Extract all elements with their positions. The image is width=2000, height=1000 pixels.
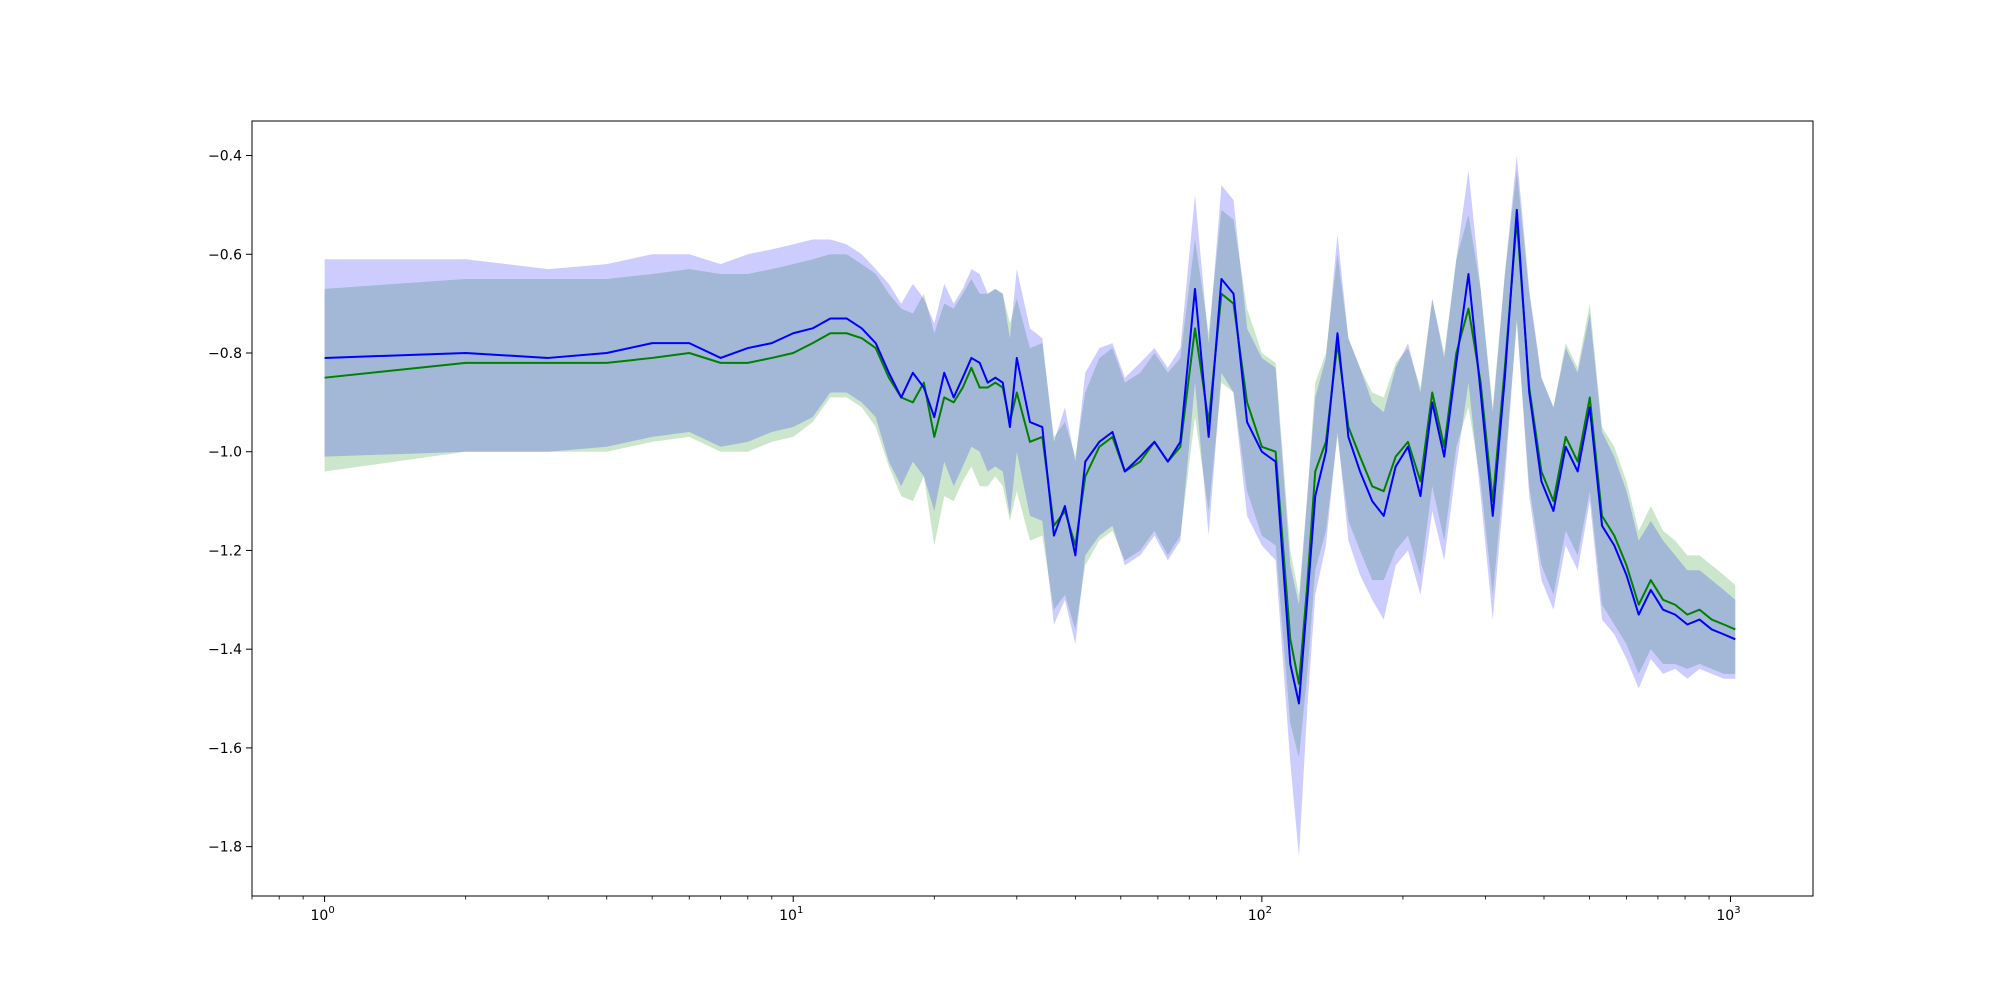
y-axis: −0.4 −0.6 −0.8 −1.0 −1.2 −1.4 −1.6 −1.8 bbox=[208, 149, 252, 856]
x-axis: 100 101 102 103 bbox=[251, 896, 1741, 924]
y-tick-label-7: −1.8 bbox=[208, 840, 242, 856]
series-1-line bbox=[324, 218, 1736, 685]
x-tick-label-2: 102 bbox=[1248, 905, 1272, 924]
y-tick-label-4: −1.2 bbox=[208, 543, 242, 559]
y-tick-label-6: −1.6 bbox=[208, 741, 242, 757]
y-tick-label-0: −0.4 bbox=[208, 149, 242, 165]
series-lines bbox=[324, 208, 1736, 705]
y-tick-label-2: −0.8 bbox=[208, 346, 242, 362]
x-tick-label-0: 100 bbox=[310, 905, 334, 924]
confidence-bands bbox=[324, 155, 1736, 857]
y-tick-label-3: −1.0 bbox=[208, 445, 242, 461]
x-tick-label-3: 103 bbox=[1716, 905, 1740, 924]
series-2-band bbox=[324, 155, 1736, 857]
series-2-line bbox=[324, 208, 1736, 705]
x-tick-label-1: 101 bbox=[779, 905, 803, 924]
y-tick-label-5: −1.4 bbox=[208, 642, 242, 658]
plot-frame bbox=[251, 120, 1814, 897]
y-tick-label-1: −0.6 bbox=[208, 247, 242, 263]
series-1-band bbox=[324, 170, 1736, 758]
